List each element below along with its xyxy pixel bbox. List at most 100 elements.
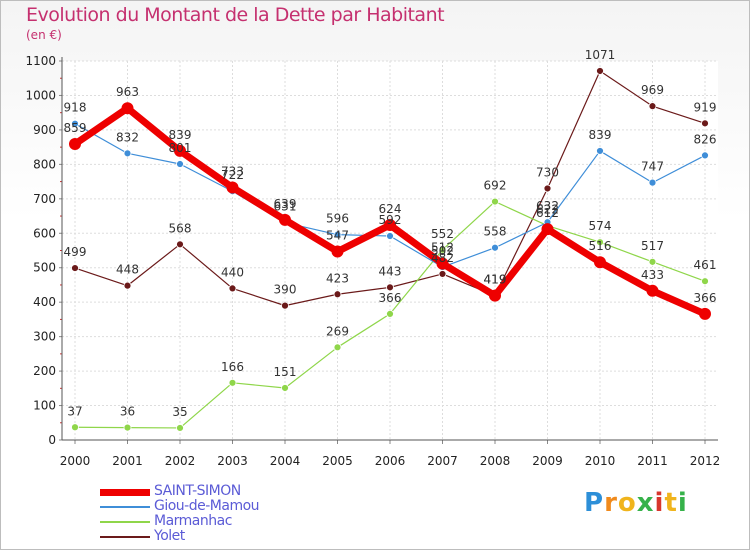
logo-letter: o xyxy=(617,488,637,518)
data-label: 166 xyxy=(221,360,244,374)
data-label: 1071 xyxy=(585,48,616,62)
data-label: 499 xyxy=(64,245,87,259)
data-point xyxy=(333,290,342,299)
data-label: 433 xyxy=(641,268,664,282)
data-point xyxy=(281,301,289,310)
data-label: 547 xyxy=(326,229,349,243)
line-chart: 0 100 200 300 400 500 600 700 800 900 1000 1100 2000… xyxy=(25,48,720,468)
data-label: 639 xyxy=(274,197,297,211)
data-point xyxy=(541,223,554,236)
data-label: 552 xyxy=(431,227,454,241)
data-label: 624 xyxy=(379,202,402,216)
data-label: 733 xyxy=(221,164,244,178)
y-tick-label: 1100 xyxy=(25,54,56,68)
data-label: 919 xyxy=(694,100,717,114)
data-label: 747 xyxy=(641,160,664,174)
data-point xyxy=(71,119,79,128)
data-point xyxy=(121,102,134,115)
x-tick-label: 2000 xyxy=(60,454,91,468)
data-point xyxy=(333,230,342,239)
data-label: 419 xyxy=(484,273,507,287)
data-point xyxy=(491,243,499,252)
data-point xyxy=(228,284,237,293)
data-point xyxy=(281,384,289,392)
data-point xyxy=(701,277,709,286)
data-label: 963 xyxy=(116,85,139,99)
x-tick-label: 2009 xyxy=(532,454,563,468)
data-label: 612 xyxy=(536,206,559,220)
x-tick-label: 2004 xyxy=(270,454,301,468)
data-point xyxy=(176,240,184,249)
data-point xyxy=(646,284,659,297)
x-tick-label: 2001 xyxy=(112,454,143,468)
x-tick-label: 2011 xyxy=(637,454,668,468)
x-tick-label: 2003 xyxy=(217,454,248,468)
data-label: 502 xyxy=(431,244,454,258)
data-point xyxy=(71,264,79,272)
data-point xyxy=(228,378,237,387)
data-point xyxy=(596,147,604,155)
data-label: 517 xyxy=(641,239,664,253)
logo-letter: t xyxy=(664,488,678,518)
data-label: 461 xyxy=(694,258,717,272)
data-point xyxy=(648,178,657,187)
data-label: 269 xyxy=(326,324,349,338)
data-label: 35 xyxy=(172,405,187,419)
data-label: 622 xyxy=(536,203,559,217)
y-tick-label: 100 xyxy=(33,399,56,413)
data-label: 151 xyxy=(274,365,297,379)
data-point xyxy=(279,213,291,226)
legend-label: Giou-de-Mamou xyxy=(154,498,260,514)
y-tick-label: 0 xyxy=(48,433,56,447)
data-point xyxy=(174,144,186,157)
data-point xyxy=(386,232,394,240)
data-point xyxy=(648,257,657,266)
logo-letter: r xyxy=(604,488,618,518)
data-label: 596 xyxy=(326,212,349,226)
logo-letter: i xyxy=(677,488,688,518)
data-point xyxy=(438,245,447,254)
y-tick-label: 1000 xyxy=(25,88,56,102)
data-label: 826 xyxy=(694,132,717,146)
legend-label: Marmanhac xyxy=(154,513,232,529)
data-point xyxy=(699,307,711,320)
y-tick-label: 300 xyxy=(33,330,56,344)
data-point xyxy=(384,219,396,232)
data-point xyxy=(438,270,447,278)
data-label: 516 xyxy=(589,239,612,253)
data-label: 969 xyxy=(641,83,664,97)
data-point xyxy=(436,257,449,270)
y-tick-label: 600 xyxy=(33,226,56,240)
data-label: 801 xyxy=(169,141,192,155)
data-point xyxy=(543,184,552,193)
x-tick-label: 2010 xyxy=(585,454,616,468)
data-point xyxy=(176,424,184,432)
data-label: 859 xyxy=(64,121,87,135)
data-label: 730 xyxy=(536,165,559,179)
legend-swatch xyxy=(100,488,150,496)
y-tick-label: 500 xyxy=(33,261,56,275)
chart-unit: (en €) xyxy=(26,28,62,42)
data-label: 631 xyxy=(274,200,297,214)
data-label: 568 xyxy=(169,221,192,235)
data-label: 390 xyxy=(274,283,297,297)
data-label: 918 xyxy=(64,101,87,115)
logo-letter: P xyxy=(584,488,605,518)
data-label: 632 xyxy=(536,199,559,213)
data-point xyxy=(226,181,239,194)
data-point xyxy=(69,138,81,151)
data-point xyxy=(386,309,394,318)
x-tick-label: 2005 xyxy=(322,454,353,468)
legend-label: SAINT-SIMON xyxy=(154,483,241,499)
data-label: 839 xyxy=(169,128,192,142)
data-point xyxy=(123,423,132,432)
data-label: 423 xyxy=(326,271,349,285)
data-point xyxy=(123,281,132,290)
y-tick-label: 400 xyxy=(33,295,56,309)
data-label: 692 xyxy=(484,179,507,193)
data-label: 36 xyxy=(120,405,135,419)
x-tick-label: 2007 xyxy=(427,454,458,468)
data-label: 366 xyxy=(694,291,717,305)
data-label: 443 xyxy=(379,264,402,278)
data-label: 448 xyxy=(116,263,139,277)
